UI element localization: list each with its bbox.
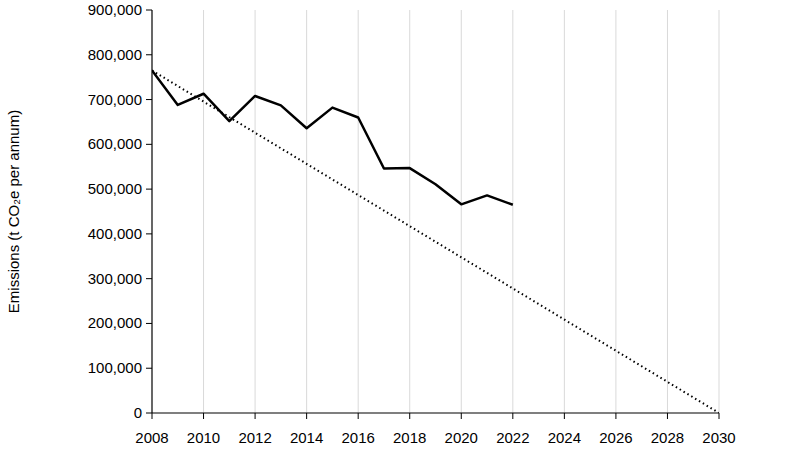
y-tick-label: 400,000 xyxy=(88,225,142,242)
x-tick-label: 2016 xyxy=(341,429,374,446)
grid-line xyxy=(667,10,668,413)
x-tick-label: 2026 xyxy=(599,429,632,446)
y-tick-label: 600,000 xyxy=(88,135,142,152)
x-tick xyxy=(152,413,153,419)
y-tick xyxy=(146,99,152,100)
y-tick xyxy=(146,413,152,414)
x-axis xyxy=(152,412,719,413)
y-tick-label: 900,000 xyxy=(88,1,142,18)
x-tick xyxy=(461,413,462,419)
x-tick-label: 2018 xyxy=(393,429,426,446)
x-tick xyxy=(306,413,307,419)
y-tick-label: 500,000 xyxy=(88,180,142,197)
series-line xyxy=(152,70,513,204)
x-tick-label: 2024 xyxy=(548,429,581,446)
y-tick-label: 100,000 xyxy=(88,359,142,376)
x-tick xyxy=(203,413,204,419)
x-tick xyxy=(667,413,668,419)
grid-line xyxy=(719,10,720,413)
x-tick-label: 2030 xyxy=(702,429,735,446)
x-tick-label: 2028 xyxy=(651,429,684,446)
y-tick xyxy=(146,368,152,369)
x-tick-label: 2014 xyxy=(290,429,323,446)
grid-line xyxy=(203,10,204,413)
x-tick-label: 2010 xyxy=(187,429,220,446)
grid-line xyxy=(564,10,565,413)
grid-line xyxy=(358,10,359,413)
y-tick xyxy=(146,278,152,279)
x-tick xyxy=(512,413,513,419)
grid-line xyxy=(615,10,616,413)
y-tick xyxy=(146,233,152,234)
grid-line xyxy=(409,10,410,413)
x-tick-label: 2012 xyxy=(238,429,271,446)
plot-area xyxy=(152,70,719,413)
y-tick xyxy=(146,10,152,11)
x-tick xyxy=(719,413,720,419)
grid-line xyxy=(512,10,513,413)
y-tick xyxy=(146,323,152,324)
series-line xyxy=(152,70,719,413)
x-tick xyxy=(615,413,616,419)
y-tick-label: 700,000 xyxy=(88,91,142,108)
y-axis xyxy=(151,10,152,413)
y-tick xyxy=(146,189,152,190)
x-tick xyxy=(564,413,565,419)
x-tick-label: 2008 xyxy=(135,429,168,446)
y-tick-label: 300,000 xyxy=(88,270,142,287)
x-tick-label: 2022 xyxy=(496,429,529,446)
y-tick-label: 0 xyxy=(134,404,142,421)
chart: 0 100,000 200,000 300,000 400,000 500,000 600,… xyxy=(0,0,800,450)
grid-line xyxy=(255,10,256,413)
grid-line xyxy=(461,10,462,413)
y-tick xyxy=(146,144,152,145)
x-tick xyxy=(358,413,359,419)
x-tick xyxy=(255,413,256,419)
x-tick xyxy=(409,413,410,419)
y-tick-label: 800,000 xyxy=(88,46,142,63)
grid-line xyxy=(306,10,307,413)
y-tick xyxy=(146,54,152,55)
x-tick-label: 2020 xyxy=(445,429,478,446)
y-tick-label: 200,000 xyxy=(88,314,142,331)
y-axis-label: Emissions (t CO₂e per annum) xyxy=(5,110,22,313)
